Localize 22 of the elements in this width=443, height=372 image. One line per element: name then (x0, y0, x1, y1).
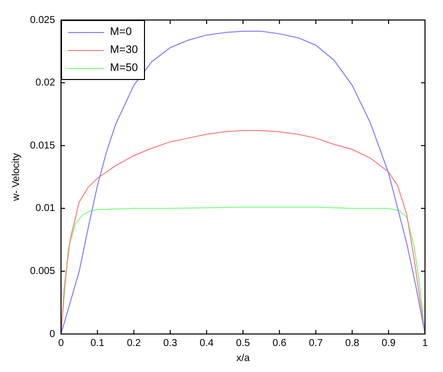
y-axis-title: w- Velocity (10, 153, 22, 202)
y-tick-label: 0.015 (30, 140, 56, 152)
y-tick-label: 0.005 (30, 266, 56, 277)
legend-label: M=50 (110, 62, 138, 74)
y-tick-label: 0.025 (30, 14, 56, 26)
x-tick-label: 0.9 (382, 338, 396, 349)
legend-label: M=30 (110, 44, 138, 56)
x-tick-label: 0.4 (200, 338, 214, 349)
x-tick-label: 0.5 (236, 338, 250, 349)
y-tick-label: 0.01 (36, 203, 56, 214)
x-axis-title: x/a (236, 352, 250, 364)
x-tick-label: 0.6 (272, 338, 287, 349)
x-tick-label: 0 (58, 338, 64, 349)
y-tick-label: 0.02 (36, 78, 56, 89)
y-tick-label: 0 (49, 328, 56, 340)
legend-label: M=0 (110, 26, 132, 38)
x-tick-label: 0.3 (163, 338, 178, 349)
x-tick-label: 1 (422, 338, 428, 349)
x-tick-label: 0.8 (345, 338, 360, 349)
x-tick-label: 0.2 (126, 338, 142, 349)
x-tick-label: 0.7 (308, 338, 324, 349)
x-tick-label: 0.1 (90, 338, 105, 349)
